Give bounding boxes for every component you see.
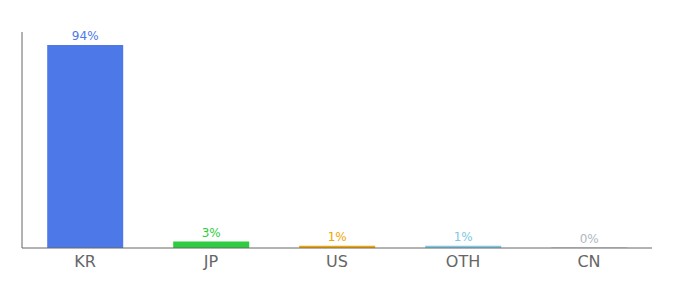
- svg-text:1%: 1%: [454, 230, 473, 244]
- svg-text:US: US: [326, 252, 348, 271]
- svg-text:94%: 94%: [72, 29, 99, 43]
- svg-text:JP: JP: [203, 252, 219, 271]
- svg-text:0%: 0%: [580, 232, 599, 246]
- svg-text:OTH: OTH: [446, 252, 480, 271]
- svg-text:1%: 1%: [328, 230, 347, 244]
- svg-text:KR: KR: [74, 252, 96, 271]
- svg-text:3%: 3%: [202, 226, 221, 240]
- svg-text:CN: CN: [577, 252, 600, 271]
